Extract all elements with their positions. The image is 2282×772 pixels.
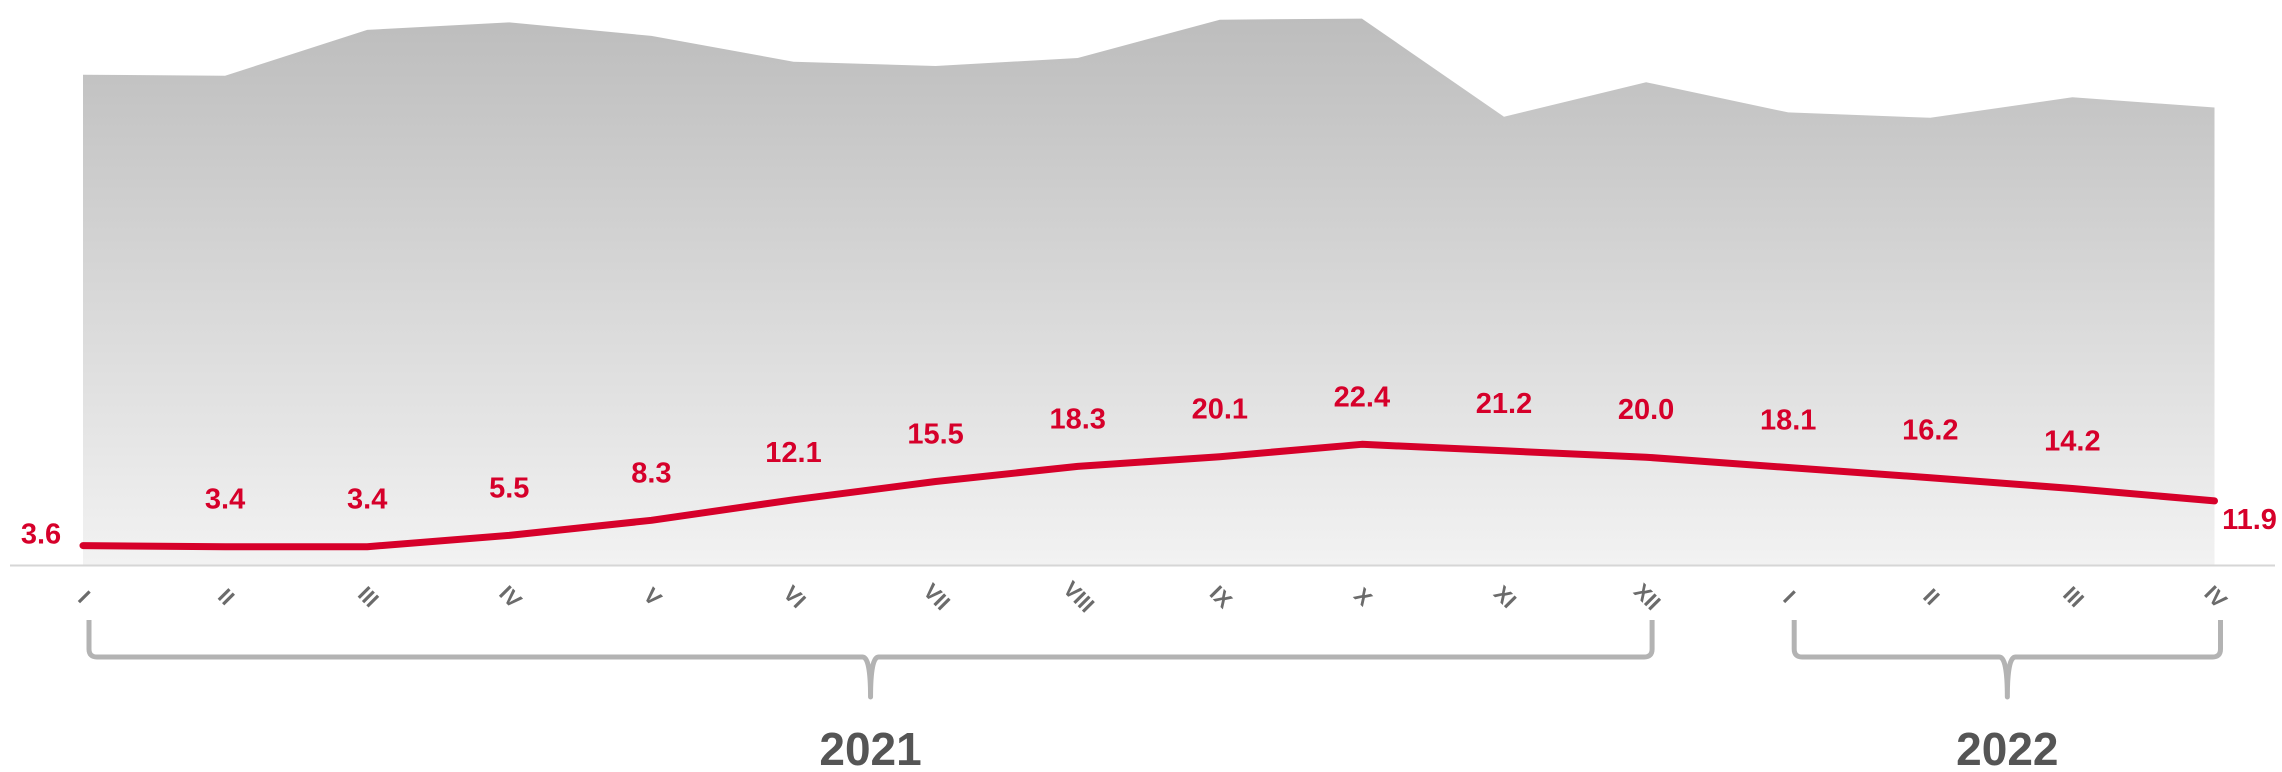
data-label: 3.4 [347, 484, 387, 516]
x-tick-label: IV [494, 581, 527, 614]
x-tick-label: V [639, 583, 667, 611]
data-label: 12.1 [765, 437, 821, 469]
year-brace [1791, 620, 2223, 700]
year-brace [86, 620, 1655, 700]
data-label: 18.1 [1760, 404, 1816, 436]
x-tick-label: XII [1629, 578, 1666, 615]
data-label: 22.4 [1334, 381, 1390, 413]
year-label: 2022 [1956, 723, 2058, 772]
x-tick-label: VI [779, 581, 811, 613]
x-tick-label: VII [918, 578, 955, 615]
year-label: 2021 [819, 723, 921, 772]
x-tick-label: II [1918, 584, 1944, 610]
x-tick-label: IX [1205, 581, 1238, 614]
x-tick-label: IV [2200, 581, 2233, 614]
x-tick-label: III [353, 581, 384, 612]
year-groups: 2021 2022 [86, 620, 2223, 772]
line-series [79, 440, 2218, 551]
data-label: 3.4 [205, 484, 245, 516]
x-tick-label: III [2058, 581, 2089, 612]
data-label: 15.5 [907, 418, 963, 450]
x-tick-label: I [1778, 586, 1800, 608]
data-label: 5.5 [489, 472, 529, 504]
x-tick-label: X [1349, 583, 1377, 611]
data-label: 8.3 [631, 457, 671, 489]
x-tick-label: I [73, 586, 95, 608]
data-label: 20.1 [1192, 394, 1248, 426]
x-tick-label: II [213, 584, 239, 610]
data-label: 11.9 [2222, 504, 2277, 536]
area-fill [83, 18, 2215, 566]
line-path [79, 440, 2218, 551]
data-label: 20.0 [1618, 394, 1674, 426]
x-tick-label: XI [1489, 581, 1521, 613]
data-label: 3.6 [21, 519, 61, 551]
data-label: 14.2 [2044, 425, 2100, 457]
data-label: 18.3 [1049, 403, 1105, 435]
data-label: 21.2 [1476, 388, 1532, 420]
x-tick-label: VIII [1058, 576, 1099, 617]
background-area-series [83, 18, 2215, 566]
data-labels: 3.6 3.4 3.4 5.5 8.3 12.1 15.5 18.3 20.1 22.4 21.2 2… [21, 381, 2277, 550]
data-label: 16.2 [1902, 415, 1958, 447]
x-tick-labels: I II III IV V VI VII VIII IX X XI XII I II III IV [73, 576, 2232, 617]
